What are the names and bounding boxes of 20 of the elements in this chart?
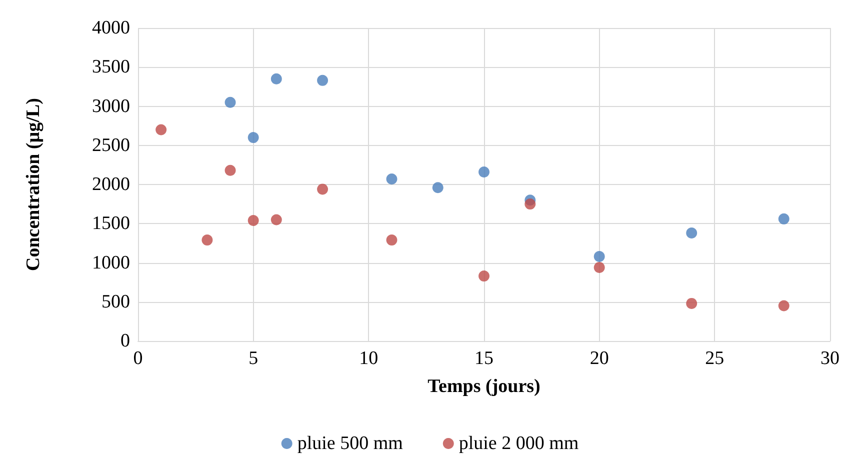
x-axis-title: Temps (jours) [428, 376, 540, 397]
y-tick-label: 4000 [92, 18, 130, 38]
legend-label: pluie 500 mm [297, 433, 404, 454]
y-axis-title: Concentration (µg/L) [23, 98, 44, 271]
x-tick-label: 20 [590, 348, 609, 369]
x-tick-label: 0 [133, 348, 143, 369]
x-tick-label: 15 [474, 348, 494, 369]
y-tick-label: 2000 [92, 174, 130, 195]
y-tick-label: 3000 [92, 96, 130, 117]
y-tick-label: 3500 [92, 56, 130, 78]
x-tick-label: 25 [705, 348, 724, 369]
y-tick-label: 2500 [92, 134, 130, 156]
x-tick-label: 10 [359, 348, 378, 369]
x-tick-label: 5 [248, 348, 258, 369]
y-tick-label: 1000 [92, 252, 130, 274]
y-tick-label: 1500 [92, 213, 130, 234]
y-tick-label: 500 [102, 291, 130, 312]
y-tick-label: 0 [120, 330, 130, 352]
legend-label: pluie 2 000 mm [458, 433, 579, 454]
x-tick-label: 30 [820, 348, 840, 369]
